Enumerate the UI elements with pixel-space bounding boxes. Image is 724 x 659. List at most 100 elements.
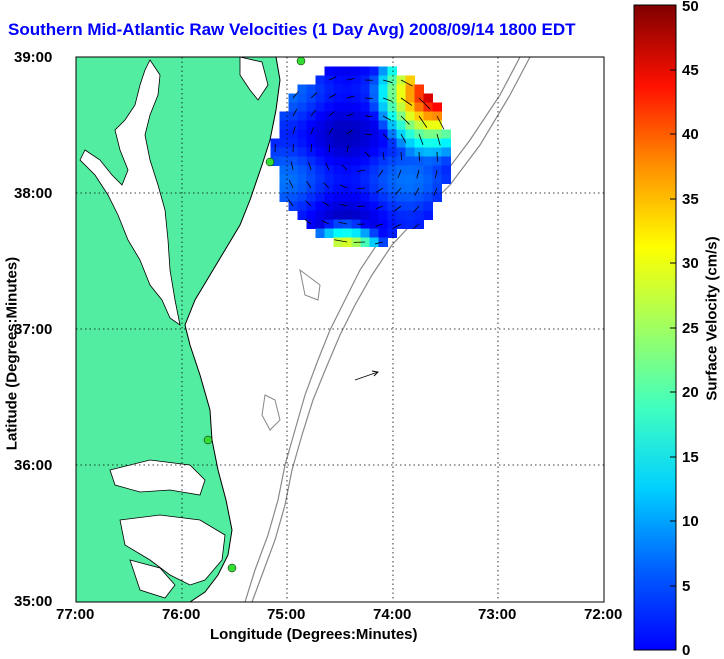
velocity-cell [360, 237, 370, 247]
sound-inlet [129, 559, 176, 599]
colorbar-tick-label: 20 [682, 384, 699, 401]
velocity-arrow [346, 129, 353, 135]
velocity-cell [279, 120, 289, 130]
velocity-arrow [323, 182, 330, 189]
velocity-cell [351, 201, 361, 211]
velocity-cell [324, 219, 334, 229]
velocity-arrow [340, 203, 348, 207]
velocity-cell [360, 228, 370, 238]
delaware-bay [239, 57, 269, 101]
velocity-cell [324, 210, 334, 220]
radar-station [265, 157, 275, 167]
velocity-cell [324, 183, 334, 193]
velocity-cell [405, 102, 415, 112]
velocity-cell [378, 210, 388, 220]
velocity-cell [315, 147, 325, 157]
velocity-arrow [346, 78, 355, 81]
velocity-cell [387, 192, 397, 202]
velocity-cell [288, 120, 298, 130]
velocity-cell [288, 129, 298, 139]
velocity-arrow [397, 169, 402, 179]
velocity-cell [369, 237, 379, 247]
colorbar-ticks [670, 69, 676, 587]
velocity-cell [405, 93, 415, 103]
velocity-cell [333, 102, 343, 112]
velocity-cell [369, 111, 379, 121]
velocity-cell [405, 84, 415, 94]
velocity-cell [270, 138, 280, 148]
velocity-arrow [418, 115, 428, 128]
velocity-cell [315, 129, 325, 139]
velocity-cell [414, 219, 424, 229]
radar-station [296, 57, 306, 66]
velocity-cell [324, 66, 334, 76]
grid-lines [76, 57, 604, 602]
velocity-cell [333, 156, 343, 166]
velocity-cell [378, 156, 388, 166]
velocity-cell [297, 165, 307, 175]
velocity-arrow [339, 184, 348, 189]
velocity-arrow [310, 92, 318, 99]
velocity-cell [387, 165, 397, 175]
velocity-arrow [364, 151, 371, 158]
velocity-cell [369, 84, 379, 94]
velocity-cell [378, 84, 388, 94]
velocity-cell [324, 147, 334, 157]
velocity-cell [315, 120, 325, 130]
velocity-cell [351, 93, 361, 103]
colorbar-tick-label: 50 [682, 0, 699, 15]
velocity-cell [324, 156, 334, 166]
y-tick-label: 39:00 [14, 49, 53, 66]
velocity-arrow [400, 97, 413, 106]
velocity-arrow [395, 187, 402, 195]
velocity-cell [387, 129, 397, 139]
velocity-cell [288, 165, 298, 175]
colorbar-label: Surface Velocity (cm/s) [703, 236, 721, 401]
radar-station [203, 435, 213, 445]
velocity-arrow [412, 223, 420, 230]
velocity-cell [288, 138, 298, 148]
velocity-cell [387, 93, 397, 103]
velocity-cell [378, 237, 388, 247]
velocity-cell [315, 183, 325, 193]
velocity-cell [387, 183, 397, 193]
velocity-cell [342, 66, 352, 76]
velocity-cell [333, 165, 343, 175]
velocity-cell [315, 75, 325, 85]
velocity-cell [342, 165, 352, 175]
velocity-cell [279, 129, 289, 139]
velocity-arrow [418, 97, 431, 110]
velocity-cell [333, 120, 343, 130]
velocity-cell [423, 210, 433, 220]
velocity-cell [405, 210, 415, 220]
velocity-cell [306, 174, 316, 184]
velocity-cell [342, 183, 352, 193]
chesapeake-bay [79, 59, 181, 326]
velocity-cell [378, 201, 388, 211]
velocity-cell [405, 111, 415, 121]
velocity-cell [414, 192, 424, 202]
velocity-cell [360, 165, 370, 175]
velocity-cell [324, 84, 334, 94]
velocity-cell [333, 75, 343, 85]
velocity-cell [387, 210, 397, 220]
velocity-cell [342, 219, 352, 229]
velocity-cell [351, 228, 361, 238]
velocity-cell [315, 174, 325, 184]
velocity-cell [405, 201, 415, 211]
colorbar-tick-label: 0 [682, 642, 691, 659]
velocity-cell [351, 102, 361, 112]
velocity-cell [333, 84, 343, 94]
y-tick-label: 37:00 [14, 321, 53, 338]
velocity-cell [288, 174, 298, 184]
velocity-arrow [364, 115, 373, 117]
colorbar [633, 4, 677, 651]
velocity-cell [387, 120, 397, 130]
velocity-cell [405, 120, 415, 130]
velocity-cell [279, 147, 289, 157]
velocity-cell [333, 192, 343, 202]
velocity-cell [387, 174, 397, 184]
velocity-cell [279, 111, 289, 121]
velocity-cell [396, 192, 406, 202]
colorbar-tick-label: 5 [682, 578, 691, 595]
